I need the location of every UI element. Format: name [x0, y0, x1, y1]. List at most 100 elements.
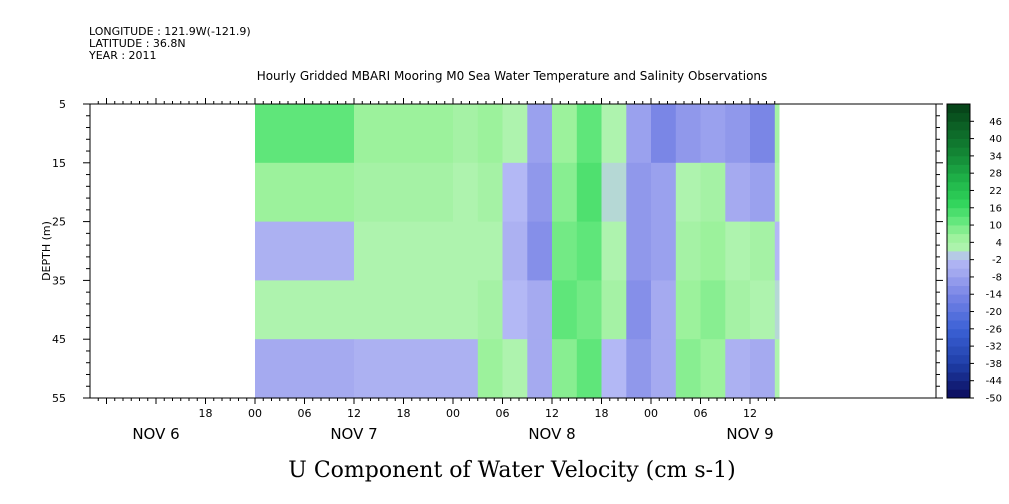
colorbar-label: -38: [986, 359, 1002, 370]
heatmap-cell: [750, 162, 776, 223]
colorbar-bin: [947, 320, 970, 330]
colorbar-bin: [947, 294, 970, 304]
heatmap-cell: [502, 162, 528, 223]
colorbar-label: 34: [989, 151, 1002, 162]
colorbar: 46 40 34 28 22 16 10 4 -2 -8 -14 -20 -26 -32 -38 -44 -50: [946, 103, 1002, 405]
x-day-label: NOV 8: [528, 425, 575, 443]
x-day-label: NOV 6: [132, 425, 179, 443]
heatmap-cell: [774, 221, 780, 281]
heatmap-cell: [725, 221, 751, 281]
heatmap-cell: [255, 221, 355, 281]
heatmap-cell: [651, 339, 677, 399]
colorbar-label: 40: [989, 134, 1002, 145]
colorbar-label: -26: [986, 324, 1002, 335]
heatmap-cell: [601, 162, 627, 223]
colorbar-label: -32: [986, 342, 1002, 353]
y-axis-label: DEPTH (m): [40, 221, 53, 281]
heatmap-cell: [626, 221, 652, 281]
heatmap-cell: [552, 162, 578, 223]
x-axis: 18 00 06 12 18 00 06 12 18 00 06 12 NOV 6 NOV 7 NOV 8 N…: [97, 98, 776, 443]
colorbar-label: 28: [989, 169, 1002, 180]
colorbar-label: -14: [986, 290, 1002, 301]
colorbar-bin: [947, 155, 970, 165]
heatmap-cell: [477, 221, 504, 281]
colorbar-bin: [947, 389, 970, 399]
colorbar-bin: [947, 104, 970, 114]
plot-frame: [89, 103, 937, 399]
colorbar-bin: [947, 199, 970, 209]
x-tick-label: 06: [298, 407, 312, 420]
heatmap-cell: [651, 280, 677, 340]
y-tick-label: 25: [52, 216, 66, 229]
colorbar-bin: [947, 138, 970, 148]
heatmap-cell: [527, 280, 553, 340]
heatmap-cell: [675, 280, 702, 340]
y-tick-label: 35: [52, 274, 66, 287]
x-tick-label: 18: [397, 407, 411, 420]
heatmap-cell: [626, 280, 652, 340]
colorbar-bin: [947, 328, 970, 338]
colorbar-bin: [947, 354, 970, 364]
heatmap-cell: [675, 339, 702, 399]
heatmap-cell: [725, 162, 751, 223]
colorbar-label: 22: [989, 186, 1002, 197]
colorbar-bin: [947, 276, 970, 286]
colorbar-bin: [947, 251, 970, 261]
y-tick-label: 45: [52, 333, 66, 346]
colorbar-bin: [947, 147, 970, 157]
colorbar-bin: [947, 363, 970, 373]
heatmap-cell: [750, 221, 776, 281]
heatmap-cell: [601, 221, 627, 281]
x-tick-label: 00: [248, 407, 262, 420]
heatmap-cell: [255, 339, 355, 399]
heatmap-cell: [725, 104, 751, 164]
year-label: YEAR : 2011: [88, 49, 157, 62]
colorbar-bin: [947, 216, 970, 226]
heatmap-cell: [453, 339, 479, 399]
heatmap-cell: [552, 221, 578, 281]
colorbar-label: -44: [986, 376, 1002, 387]
heatmap-cell: [601, 339, 627, 399]
colorbar-bin: [947, 242, 970, 252]
heatmap-cell: [774, 339, 780, 399]
heatmap-cell: [725, 280, 751, 340]
y-axis: 5 15 25 35 45 55: [52, 98, 943, 405]
heatmap-cell: [601, 280, 627, 340]
heatmap-cell: [750, 280, 776, 340]
colorbar-bin: [947, 285, 970, 295]
heatmap-cell: [675, 104, 702, 164]
heatmap-cell: [354, 162, 454, 223]
heatmap-cell: [626, 162, 652, 223]
heatmap-cell: [774, 104, 780, 164]
colorbar-label: 10: [989, 221, 1002, 232]
heatmap-cell: [453, 221, 479, 281]
heatmap-cell: [651, 221, 677, 281]
heatmap-cell: [477, 104, 504, 164]
heatmap-cell: [502, 280, 528, 340]
heatmap-cell: [576, 221, 603, 281]
colorbar-bin: [947, 207, 970, 217]
heatmap-cell: [626, 339, 652, 399]
heatmap-cell: [700, 221, 726, 281]
x-day-label: NOV 9: [726, 425, 773, 443]
colorbar-label: 16: [989, 203, 1002, 214]
colorbar-label: -8: [992, 272, 1002, 283]
heatmap-cell: [552, 104, 578, 164]
x-tick-label: 12: [743, 407, 757, 420]
heatmap-cell: [700, 280, 726, 340]
heatmap-cells: [255, 104, 780, 399]
longitude-label: LONGITUDE : 121.9W(-121.9): [89, 25, 251, 38]
heatmap-cell: [651, 162, 677, 223]
heatmap-cell: [453, 104, 479, 164]
heatmap-cell: [774, 162, 780, 223]
heatmap-cell: [527, 221, 553, 281]
heatmap-cell: [576, 280, 603, 340]
y-tick-label: 55: [52, 392, 66, 405]
heatmap-cell: [576, 104, 603, 164]
colorbar-frame: [946, 103, 971, 399]
heatmap-cell: [675, 221, 702, 281]
heatmap-cell: [576, 339, 603, 399]
x-tick-label: 00: [446, 407, 460, 420]
heatmap-cell: [552, 280, 578, 340]
